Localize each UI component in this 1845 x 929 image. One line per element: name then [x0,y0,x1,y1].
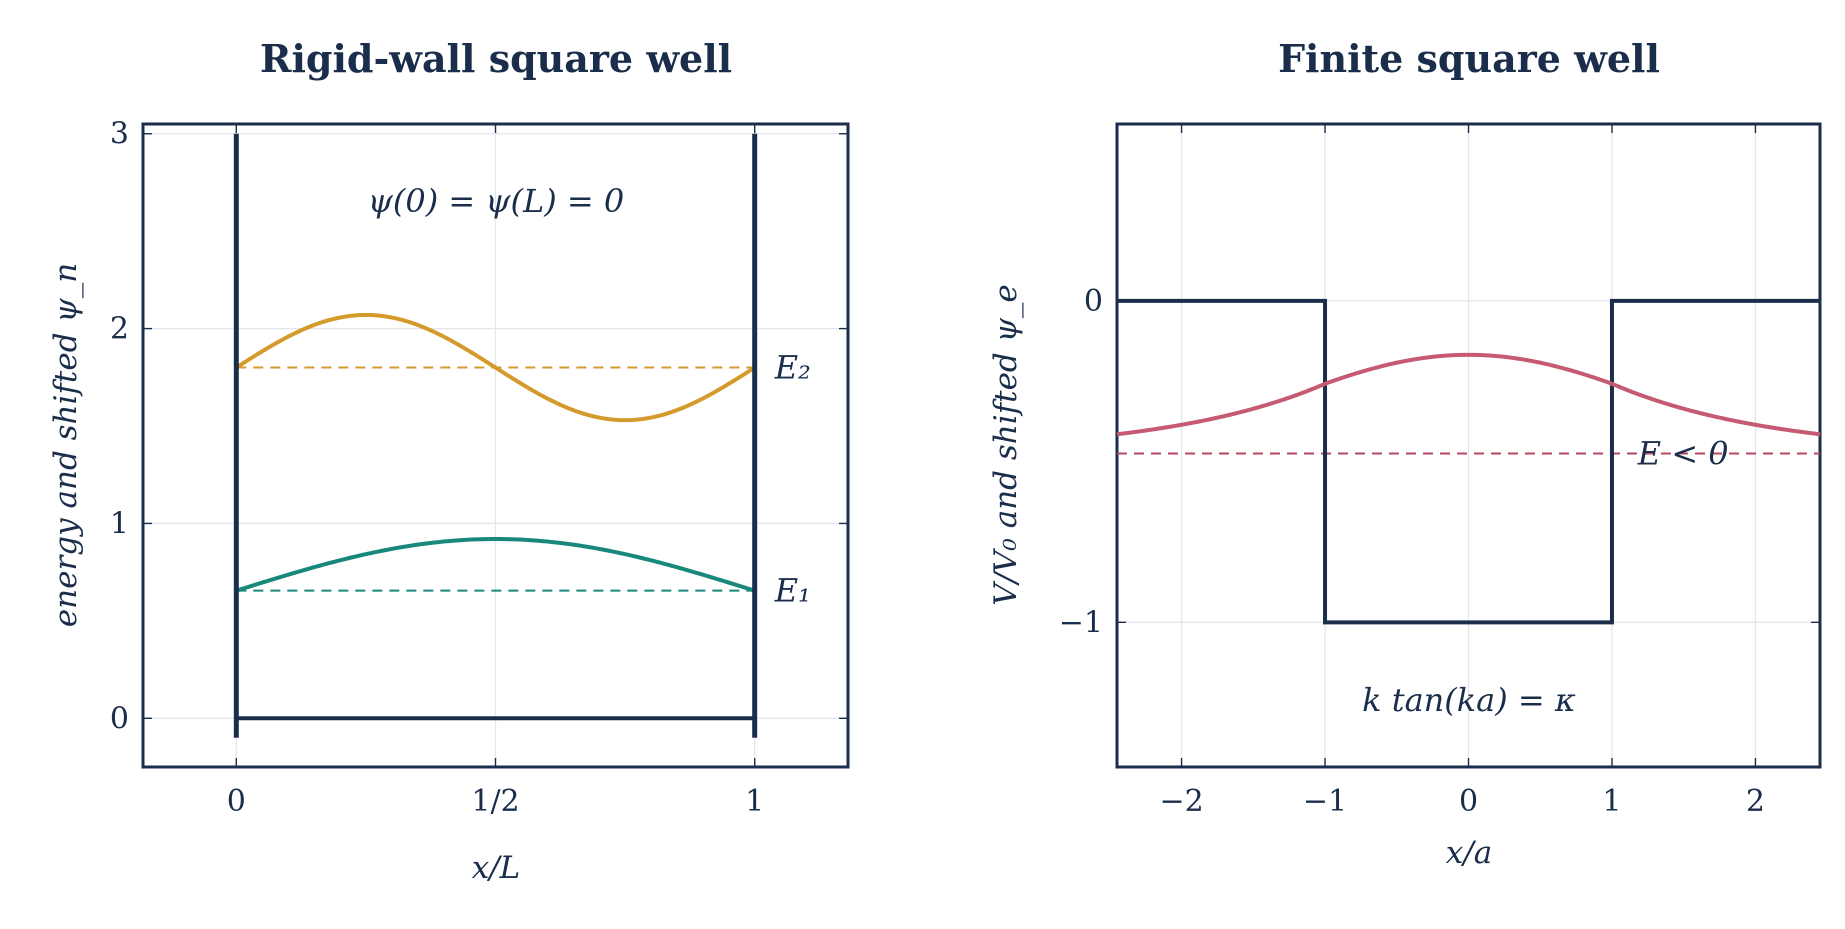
finite-well-panel: Finite square well [988,36,1822,871]
rigid-well-ytick-label: 2 [110,312,129,347]
rigid-well-title: Rigid-wall square well [260,36,732,81]
rigid-well-xlabel: x/L [472,850,521,886]
rigid-well-ytick-labels: 0 1 2 3 [110,117,129,737]
rigid-well-ytick-label: 1 [110,506,129,541]
rigid-well-level-2-label: E₂ [774,349,811,387]
rigid-well-panel: Rigid-wall square well [48,36,850,886]
rigid-well-ytick-label: 0 [110,701,129,736]
rigid-well-wavefunction-2 [235,312,756,423]
finite-well-xtick-label: −2 [1159,784,1203,819]
finite-well-xtick-label: 0 [1459,784,1478,819]
rigid-well-xtick-label: 1/2 [471,784,519,819]
finite-well-xtick-label: 1 [1602,784,1621,819]
finite-well-ytick-label: 0 [1084,284,1103,319]
finite-well-title: Finite square well [1278,36,1660,81]
finite-well-energy-label: E < 0 [1637,435,1729,473]
finite-well-xtick-label: −1 [1303,784,1347,819]
finite-well-xtick-labels: −2 −1 0 1 2 [1159,784,1765,819]
rigid-well-ytick-label: 3 [110,117,129,152]
rigid-well-xtick-label: 1 [745,784,764,819]
finite-well-xlabel: x/a [1446,835,1492,871]
rigid-well-ylabel: energy and shifted ψ_n [48,263,84,627]
rigid-well-gridlines [143,124,848,767]
rigid-well-xtick-label: 0 [227,784,246,819]
rigid-well-xtick-labels: 0 1/2 1 [227,784,764,819]
finite-well-ytick-labels: −1 0 [1059,284,1103,641]
rigid-well-boundary-condition: ψ(0) = ψ(L) = 0 [368,182,624,220]
finite-well-wavefunction [1116,352,1821,437]
finite-well-quantization-condition: k tan(ka) = κ [1362,681,1576,719]
finite-well-ytick-label: −1 [1059,605,1103,640]
rigid-well-level-1-label: E₁ [774,572,811,610]
finite-well-xtick-label: 2 [1746,784,1765,819]
finite-well-ylabel: V/V₀ and shifted ψ_e [988,284,1024,606]
finite-well-potential [1117,298,1820,625]
rigid-well-wavefunction-1 [235,537,756,593]
rigid-well-ticks [143,124,848,767]
